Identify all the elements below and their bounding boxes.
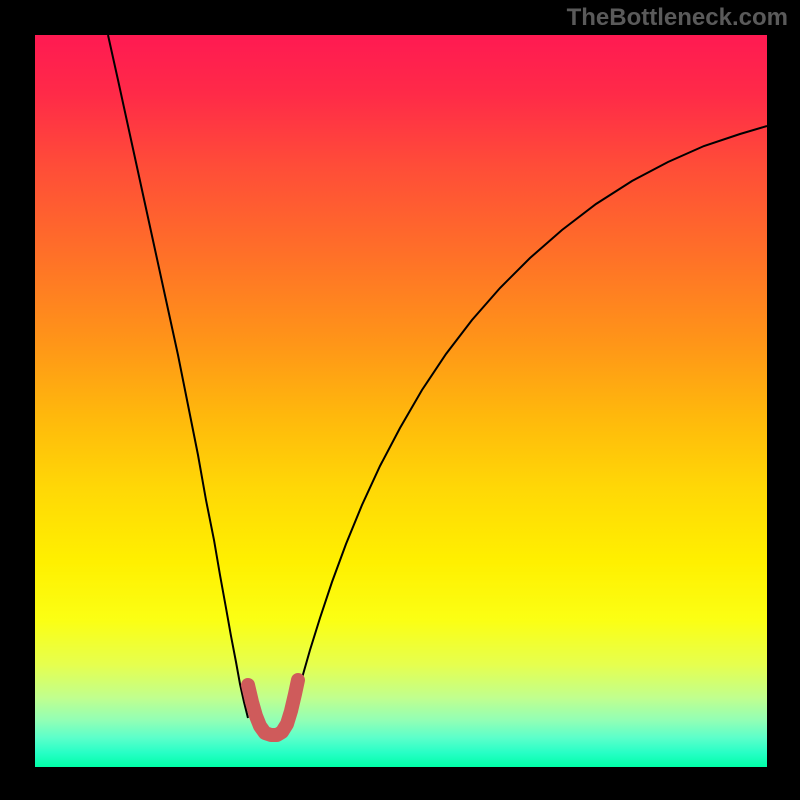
- bottleneck-curve-right: [292, 126, 767, 718]
- curve-layer: [0, 0, 800, 800]
- highlight-valley: [248, 680, 298, 735]
- bottleneck-curve-left: [108, 35, 248, 718]
- watermark-text: TheBottleneck.com: [567, 4, 788, 32]
